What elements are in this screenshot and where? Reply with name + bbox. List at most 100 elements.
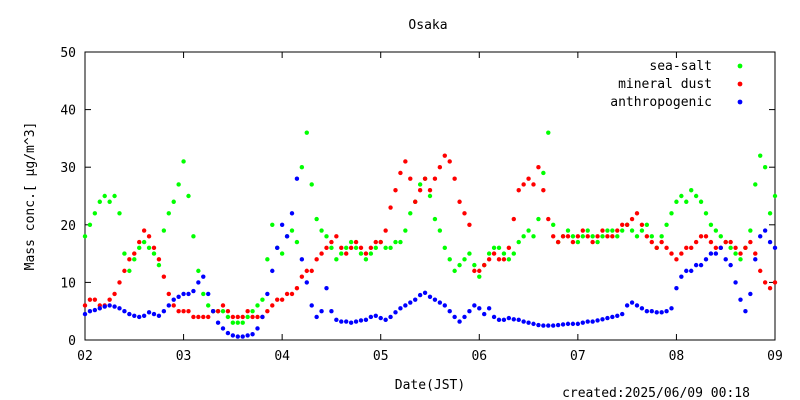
data-point <box>324 234 329 239</box>
data-point <box>713 251 719 256</box>
y-tick-label: 0 <box>68 334 76 349</box>
data-point <box>230 320 236 325</box>
data-point <box>551 323 556 328</box>
data-point <box>260 314 265 320</box>
data-point <box>102 304 107 309</box>
data-point <box>353 319 359 324</box>
data-point <box>708 222 714 227</box>
data-point <box>472 262 477 268</box>
data-point <box>319 228 324 233</box>
data-point <box>511 216 516 222</box>
data-point <box>255 303 260 308</box>
data-point <box>452 268 457 274</box>
data-point <box>206 314 211 320</box>
data-point <box>403 228 408 233</box>
data-point <box>748 239 753 245</box>
data-point <box>452 314 457 320</box>
data-point <box>215 309 221 314</box>
data-point <box>467 222 472 227</box>
series-anthropogenic <box>82 176 778 339</box>
data-point <box>590 234 595 239</box>
legend-label: anthropogenic <box>610 95 712 110</box>
data-point <box>137 314 142 320</box>
data-point <box>728 262 733 268</box>
data-point <box>432 176 438 181</box>
data-point <box>137 245 142 251</box>
data-point <box>329 245 334 251</box>
data-point <box>161 274 167 279</box>
x-tick-label: 09 <box>767 349 783 364</box>
data-point <box>141 313 147 319</box>
data-point <box>171 297 176 302</box>
data-point <box>467 309 472 314</box>
data-point <box>186 291 191 297</box>
data-point <box>615 234 620 239</box>
data-point <box>245 333 250 338</box>
data-point <box>299 257 305 262</box>
data-point <box>516 188 521 193</box>
data-point <box>235 334 240 339</box>
data-point <box>432 216 438 222</box>
data-point <box>590 239 595 245</box>
data-point <box>767 211 773 216</box>
data-point <box>304 280 309 285</box>
data-point <box>501 317 507 323</box>
data-point <box>649 309 654 314</box>
x-tick-label: 08 <box>669 349 685 364</box>
data-point <box>570 239 576 245</box>
data-point <box>639 306 645 311</box>
data-point <box>304 268 309 274</box>
data-point <box>486 251 492 256</box>
data-point <box>225 309 231 314</box>
data-point <box>363 257 369 262</box>
data-point <box>526 228 531 233</box>
data-point <box>334 234 339 239</box>
data-point <box>728 239 733 245</box>
legend-marker <box>737 99 743 105</box>
data-point <box>294 285 300 291</box>
data-point <box>526 176 531 181</box>
data-point <box>245 314 250 320</box>
data-point <box>279 251 285 256</box>
data-point <box>314 216 319 222</box>
data-point <box>427 294 433 299</box>
data-point <box>491 245 497 251</box>
data-point <box>546 130 551 135</box>
data-point <box>304 130 309 135</box>
data-point <box>344 319 349 324</box>
data-point <box>235 320 240 325</box>
data-point <box>703 211 709 216</box>
data-point <box>388 314 393 320</box>
data-point <box>457 262 462 268</box>
data-point <box>358 245 364 251</box>
data-point <box>684 199 689 204</box>
data-point <box>684 245 689 251</box>
data-point <box>605 315 610 321</box>
data-point <box>536 165 541 170</box>
data-point <box>146 234 152 239</box>
data-point <box>186 193 191 199</box>
data-point <box>279 222 285 227</box>
data-point <box>97 199 102 204</box>
data-point <box>339 245 344 251</box>
data-point <box>156 262 162 268</box>
data-point <box>437 228 443 233</box>
data-point <box>206 291 211 297</box>
data-point <box>348 239 354 245</box>
data-point <box>87 309 93 314</box>
data-point <box>496 257 502 262</box>
data-point <box>511 251 516 256</box>
data-point <box>506 245 512 251</box>
data-point <box>245 309 250 314</box>
data-point <box>117 211 122 216</box>
data-point <box>191 314 196 320</box>
data-point <box>97 306 102 311</box>
data-point <box>486 306 492 311</box>
data-point <box>679 274 684 279</box>
data-point <box>201 291 206 297</box>
data-point <box>92 297 98 302</box>
data-point <box>137 239 142 245</box>
data-point <box>260 297 265 302</box>
x-tick-label: 05 <box>373 349 389 364</box>
